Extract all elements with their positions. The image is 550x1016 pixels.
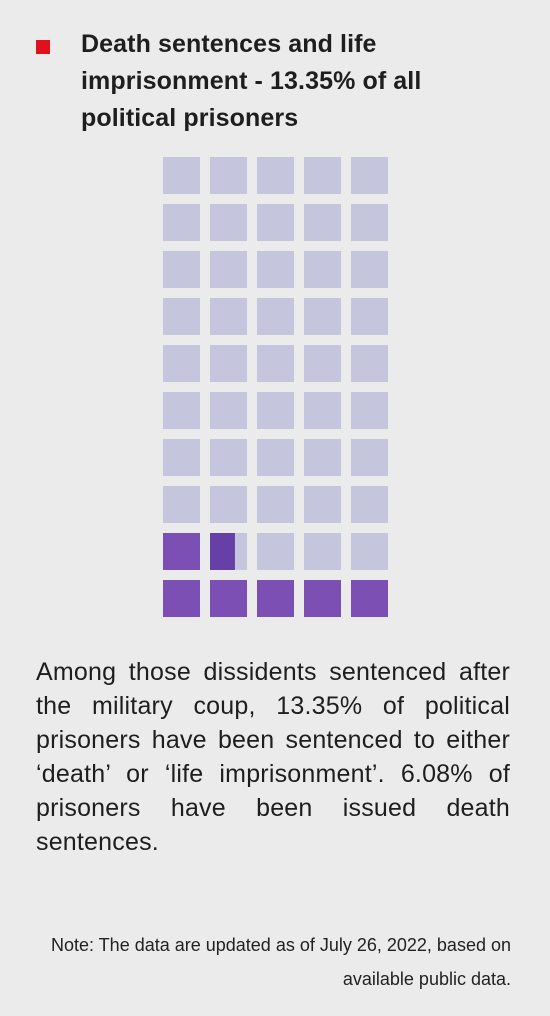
waffle-square xyxy=(163,251,200,288)
waffle-square xyxy=(304,345,341,382)
waffle-square xyxy=(163,486,200,523)
waffle-square xyxy=(304,204,341,241)
waffle-square xyxy=(304,533,341,570)
waffle-square xyxy=(351,157,388,194)
waffle-square xyxy=(163,157,200,194)
description-text: Among those dissidents sentenced after t… xyxy=(36,658,510,856)
waffle-square xyxy=(210,345,247,382)
waffle-square xyxy=(210,392,247,429)
waffle-square xyxy=(257,392,294,429)
waffle-square xyxy=(210,251,247,288)
waffle-square xyxy=(163,392,200,429)
waffle-square xyxy=(163,580,200,617)
waffle-square xyxy=(163,345,200,382)
waffle-square xyxy=(351,345,388,382)
waffle-square xyxy=(304,392,341,429)
waffle-square xyxy=(304,580,341,617)
waffle-square xyxy=(210,439,247,476)
waffle-square xyxy=(210,204,247,241)
waffle-square xyxy=(351,392,388,429)
waffle-square xyxy=(351,580,388,617)
waffle-square xyxy=(351,251,388,288)
waffle-square xyxy=(257,486,294,523)
waffle-square xyxy=(304,298,341,335)
waffle-square xyxy=(257,345,294,382)
waffle-square xyxy=(163,533,200,570)
waffle-square xyxy=(210,580,247,617)
waffle-square xyxy=(163,439,200,476)
waffle-square xyxy=(351,298,388,335)
chart-title: Death sentences and life imprisonment - … xyxy=(81,30,422,132)
waffle-chart xyxy=(163,157,388,617)
waffle-square xyxy=(351,533,388,570)
waffle-square xyxy=(257,580,294,617)
waffle-square xyxy=(163,298,200,335)
waffle-square xyxy=(304,157,341,194)
waffle-square xyxy=(257,298,294,335)
waffle-square xyxy=(257,533,294,570)
waffle-square xyxy=(210,298,247,335)
waffle-square xyxy=(210,157,247,194)
waffle-square xyxy=(163,204,200,241)
waffle-square xyxy=(351,204,388,241)
waffle-square xyxy=(304,486,341,523)
legend-marker xyxy=(36,40,50,54)
waffle-square xyxy=(257,204,294,241)
waffle-square xyxy=(351,439,388,476)
waffle-square xyxy=(304,439,341,476)
waffle-square xyxy=(257,251,294,288)
waffle-square xyxy=(257,157,294,194)
waffle-square-partial-fill xyxy=(210,533,235,570)
waffle-square xyxy=(304,251,341,288)
data-note: Note: The data are updated as of July 26… xyxy=(50,935,511,989)
waffle-square xyxy=(210,486,247,523)
waffle-square xyxy=(351,486,388,523)
waffle-square xyxy=(257,439,294,476)
